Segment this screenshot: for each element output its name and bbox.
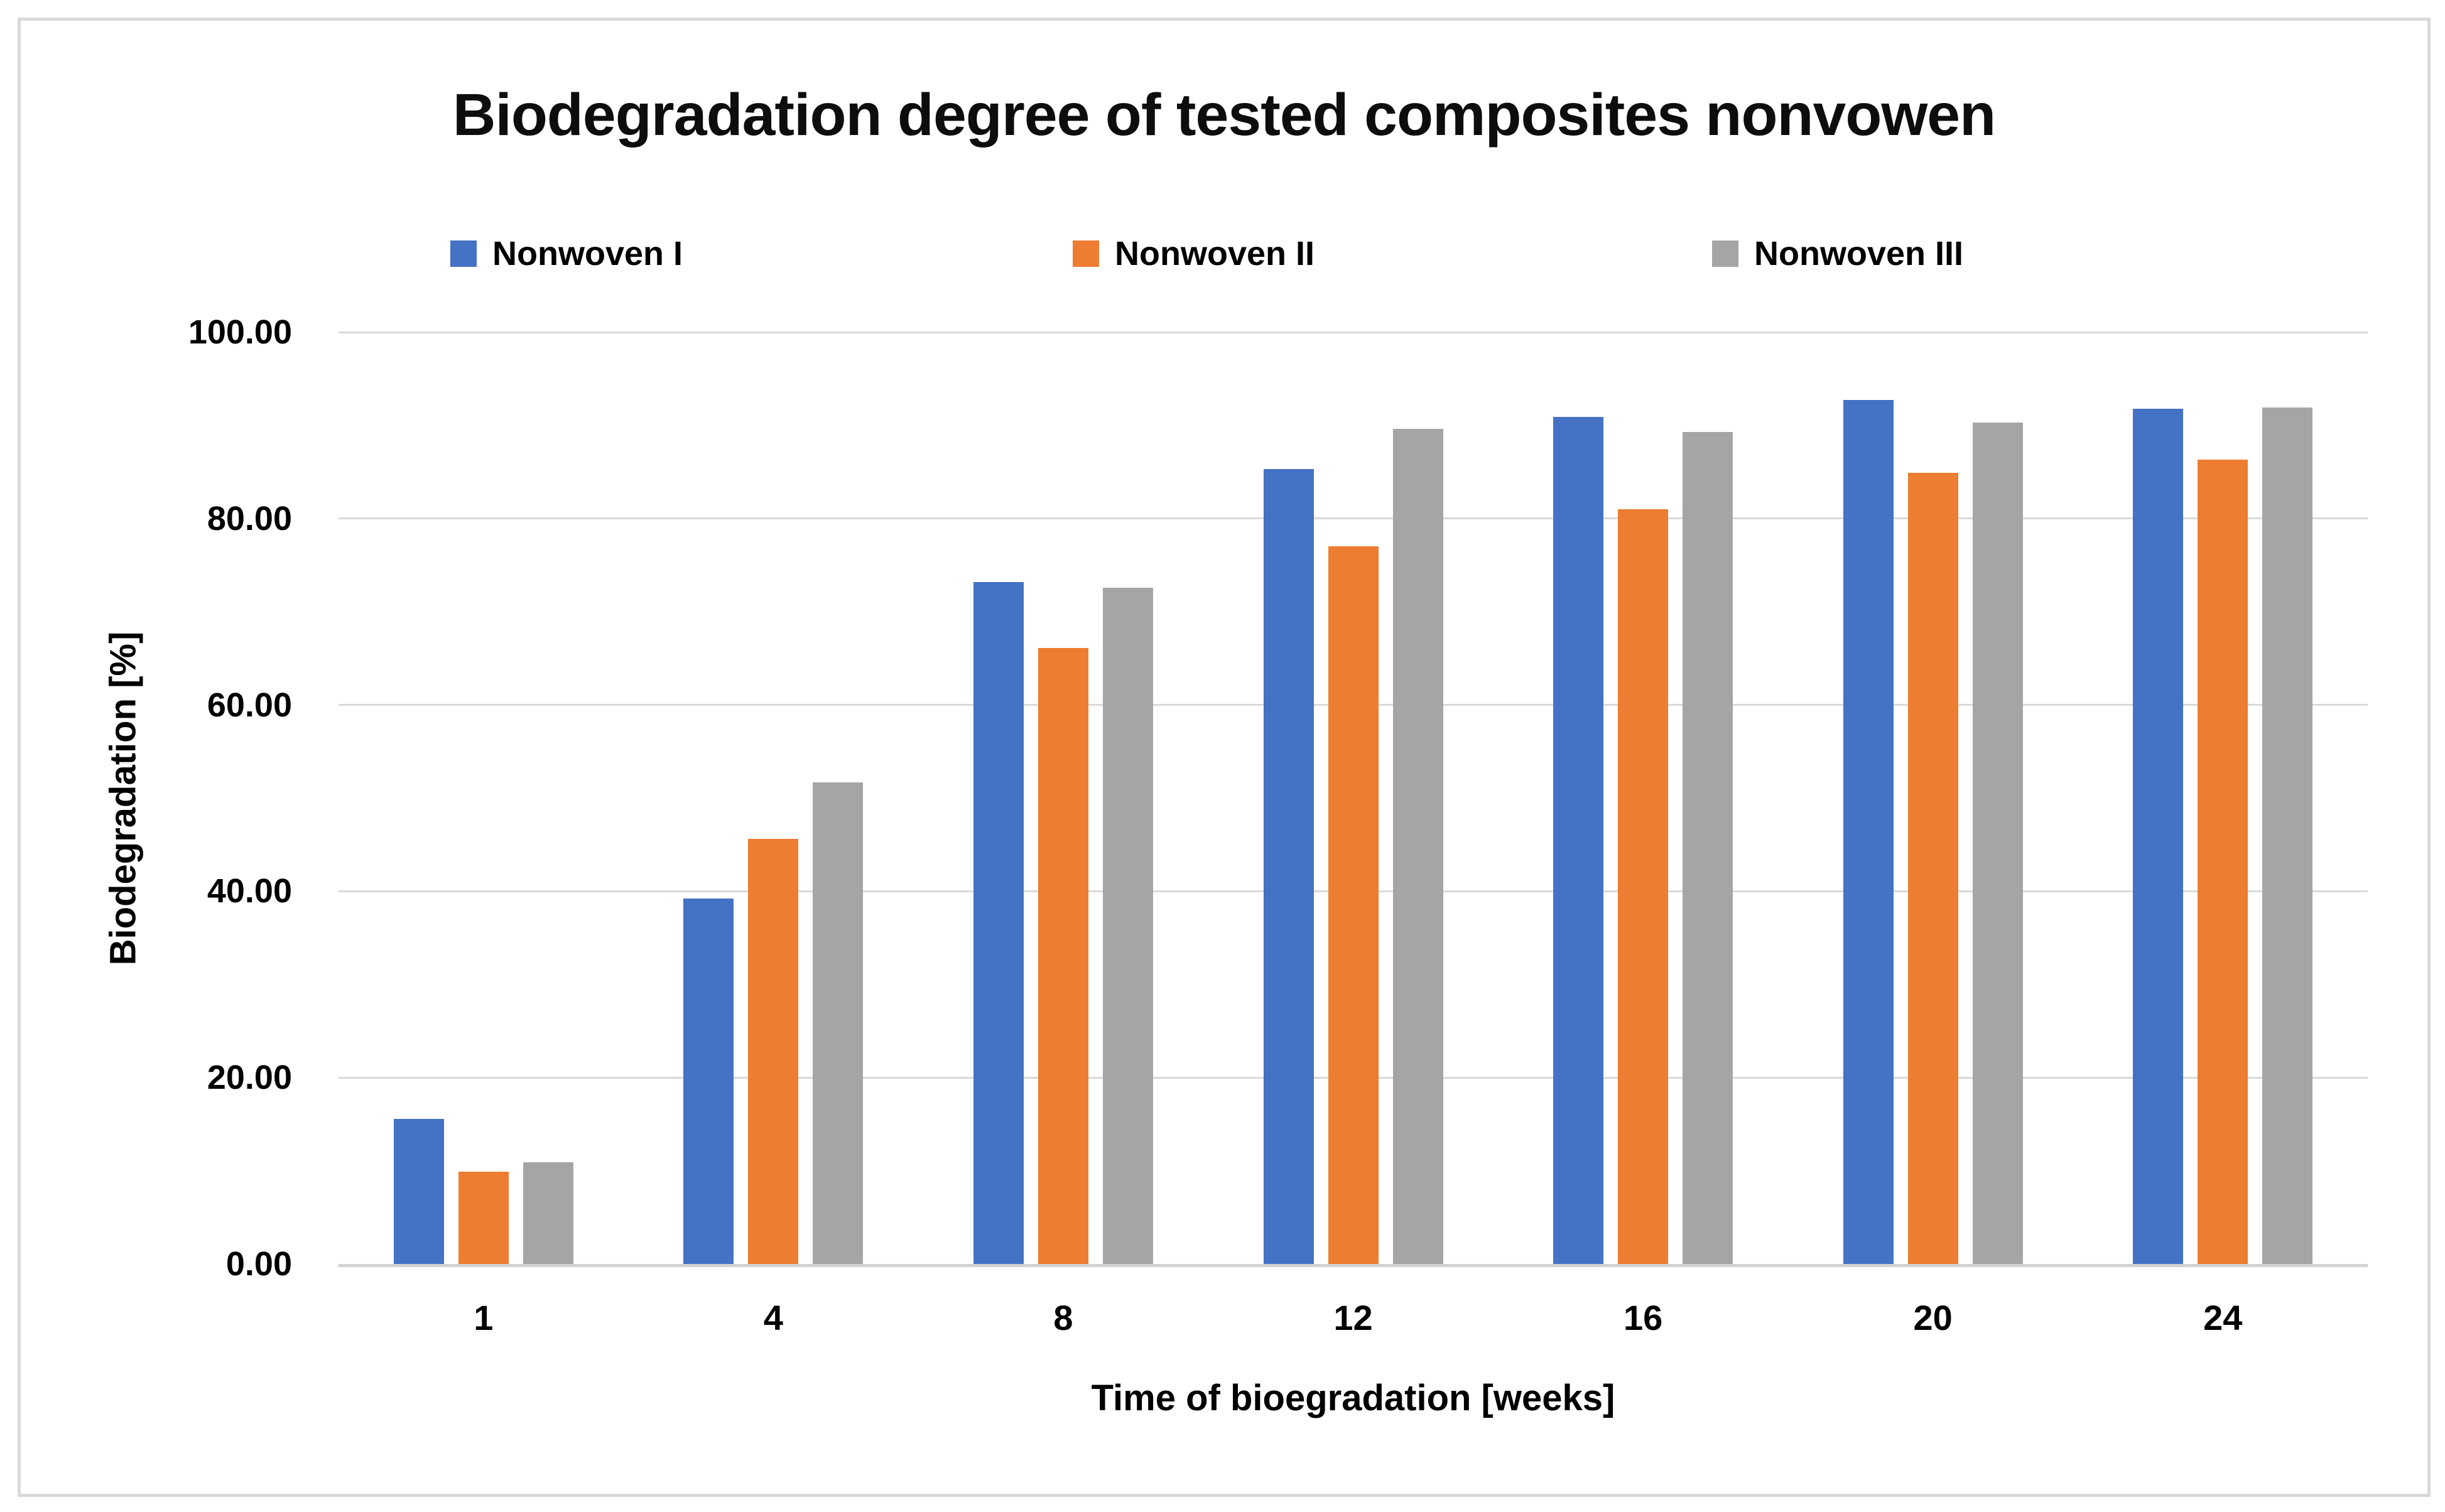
legend-label: Nonwoven I bbox=[492, 235, 683, 273]
bar bbox=[393, 1118, 444, 1264]
x-tick-label: 20 bbox=[1913, 1298, 1953, 1337]
x-tick-label: 4 bbox=[763, 1298, 783, 1337]
bar bbox=[523, 1162, 573, 1264]
gridline bbox=[339, 517, 2368, 520]
bar-group bbox=[2078, 332, 2368, 1264]
bar bbox=[1618, 509, 1669, 1264]
bar-group bbox=[918, 332, 1208, 1264]
bar bbox=[1843, 400, 1894, 1264]
legend-swatch bbox=[450, 240, 477, 267]
bar bbox=[1102, 587, 1153, 1264]
x-axis-line bbox=[339, 1264, 2368, 1267]
x-axis-title: Time of bioegradation [weeks] bbox=[1091, 1378, 1615, 1418]
y-tick-label: 80.00 bbox=[207, 499, 292, 537]
legend-item: Nonwoven I bbox=[450, 235, 683, 273]
legend-item: Nonwoven II bbox=[1073, 235, 1315, 273]
x-tick-label: 8 bbox=[1053, 1298, 1073, 1337]
y-tick-label: 40.00 bbox=[207, 872, 292, 910]
bar-group bbox=[339, 332, 629, 1264]
bar-group bbox=[629, 332, 919, 1264]
bar bbox=[813, 782, 864, 1264]
bar bbox=[1553, 417, 1604, 1264]
gridline bbox=[339, 331, 2368, 333]
bar bbox=[2198, 460, 2248, 1264]
bar bbox=[1907, 473, 1958, 1264]
bar bbox=[683, 899, 734, 1264]
bar bbox=[1328, 546, 1379, 1264]
bar-group bbox=[1498, 332, 1788, 1264]
bar bbox=[1392, 429, 1443, 1264]
y-tick-label: 60.00 bbox=[207, 686, 292, 724]
y-tick-label: 100.00 bbox=[188, 313, 292, 351]
bar bbox=[973, 581, 1024, 1264]
bar bbox=[458, 1172, 509, 1264]
legend-item: Nonwoven III bbox=[1712, 235, 1964, 273]
y-tick-label: 0.00 bbox=[225, 1245, 292, 1283]
legend-swatch bbox=[1712, 240, 1738, 267]
bar bbox=[2262, 408, 2313, 1264]
x-axis-ticks: 1 4 8 12 16 20 24 bbox=[339, 1300, 2368, 1336]
y-axis-ticks: 0.00 20.00 40.00 60.00 80.00 100.00 bbox=[21, 315, 292, 1281]
legend-label: Nonwoven III bbox=[1754, 235, 1964, 273]
bar-group bbox=[1208, 332, 1499, 1264]
bar bbox=[748, 839, 799, 1264]
bar bbox=[1263, 469, 1314, 1264]
x-tick-label: 1 bbox=[474, 1298, 494, 1337]
bar bbox=[1972, 422, 2023, 1264]
bar bbox=[1683, 431, 1733, 1264]
x-tick-label: 16 bbox=[1623, 1298, 1663, 1337]
bar bbox=[1038, 648, 1088, 1264]
bar bbox=[2133, 408, 2184, 1264]
x-tick-label: 12 bbox=[1333, 1298, 1373, 1337]
bar-group bbox=[1788, 332, 2078, 1264]
chart-frame: Biodegradation degree of tested composit… bbox=[18, 18, 2431, 1497]
plot-area bbox=[339, 331, 2368, 1267]
x-tick-label: 24 bbox=[2203, 1298, 2243, 1337]
legend-swatch bbox=[1073, 240, 1099, 267]
legend-label: Nonwoven II bbox=[1115, 235, 1315, 273]
y-tick-label: 20.00 bbox=[207, 1059, 292, 1097]
chart-title: Biodegradation degree of tested composit… bbox=[452, 82, 1996, 148]
bars-layer bbox=[339, 332, 2368, 1264]
